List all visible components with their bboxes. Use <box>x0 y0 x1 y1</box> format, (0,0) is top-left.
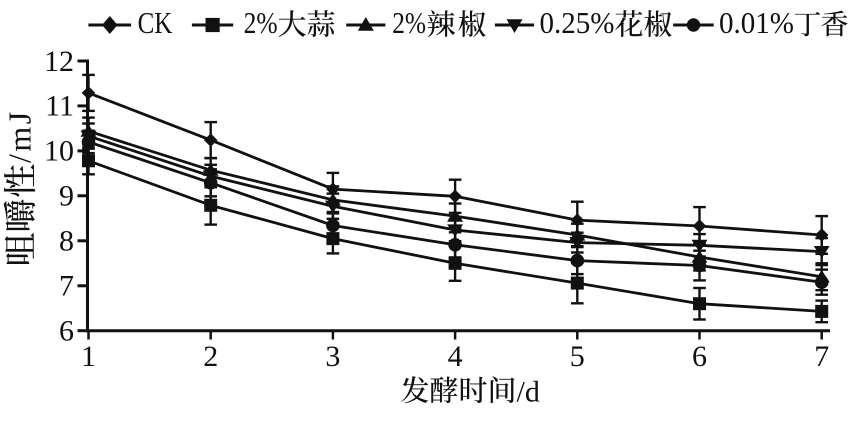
svg-text:2%: 2% <box>244 5 278 40</box>
svg-text:7: 7 <box>59 270 74 303</box>
svg-text:/d: /d <box>517 375 540 408</box>
svg-text:4: 4 <box>448 340 463 373</box>
svg-text:3: 3 <box>325 340 340 373</box>
svg-text:8: 8 <box>59 225 74 258</box>
svg-text:/mJ: /mJ <box>2 109 38 163</box>
svg-text:CK: CK <box>138 5 173 40</box>
svg-text:6: 6 <box>59 315 74 348</box>
svg-text:7: 7 <box>814 340 829 373</box>
svg-text:2%: 2% <box>392 5 426 40</box>
svg-text:10: 10 <box>44 135 74 168</box>
svg-text:12: 12 <box>44 45 74 78</box>
svg-text:6: 6 <box>692 340 707 373</box>
svg-text:0.01%: 0.01% <box>719 5 794 40</box>
svg-text:1: 1 <box>81 340 96 373</box>
svg-text:9: 9 <box>59 180 74 213</box>
svg-text:5: 5 <box>570 340 585 373</box>
svg-text:2: 2 <box>203 340 218 373</box>
svg-text:11: 11 <box>45 90 74 123</box>
svg-text:0.25%: 0.25% <box>540 5 615 40</box>
